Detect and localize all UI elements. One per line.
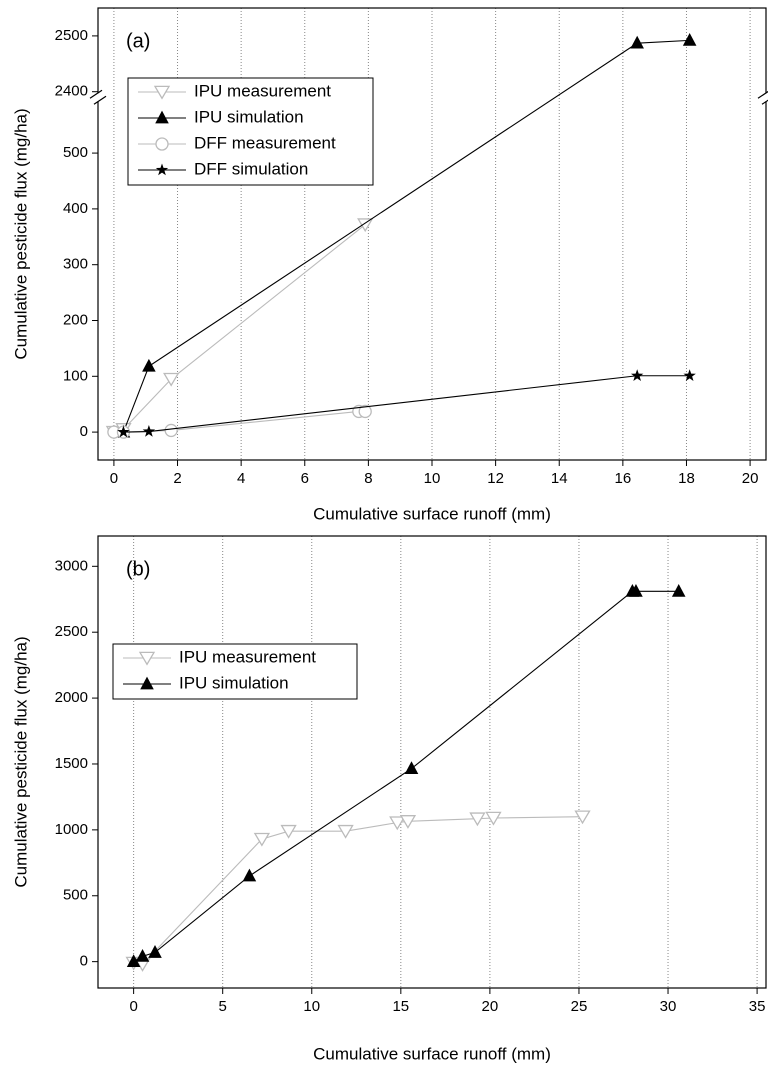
- legend-box: [127, 77, 374, 186]
- y-tick-label: 2500: [55, 623, 88, 640]
- legend-marker: [153, 85, 171, 100]
- x-axis-title: Cumulative surface runoff (mm): [313, 1044, 551, 1063]
- marker: [630, 35, 644, 49]
- y-tick-label: 1500: [55, 755, 88, 772]
- series-line: [133, 816, 583, 965]
- marker: [682, 32, 697, 46]
- series-line: [123, 375, 690, 433]
- marker: [148, 945, 162, 958]
- legend-marker: [155, 163, 169, 176]
- x-tick-label: 15: [392, 998, 409, 1015]
- series-line: [113, 224, 366, 433]
- legend-marker: [155, 110, 169, 124]
- marker: [389, 816, 406, 831]
- x-tick-label: 8: [364, 470, 372, 487]
- x-tick-label: 20: [482, 998, 499, 1015]
- y-tick-label: 500: [63, 144, 88, 161]
- marker: [164, 423, 178, 438]
- y-tick-label: 500: [63, 887, 88, 904]
- x-tick-label: 10: [424, 470, 441, 487]
- marker: [671, 583, 686, 597]
- legend-label: IPU measurement: [179, 647, 316, 666]
- y-tick-label: 2500: [55, 27, 88, 44]
- x-tick-label: 5: [219, 998, 227, 1015]
- marker: [337, 824, 354, 839]
- x-tick-label: 2: [173, 470, 181, 487]
- axis-break: [757, 90, 768, 99]
- legend-marker: [140, 676, 154, 690]
- axis-break: [93, 95, 107, 105]
- panel-label: (a): [126, 30, 150, 52]
- y-tick-label: 100: [63, 367, 88, 384]
- x-tick-label: 25: [571, 998, 588, 1015]
- y-tick-label: 2400: [55, 83, 88, 100]
- marker: [117, 425, 130, 438]
- legend-label: IPU measurement: [194, 81, 331, 100]
- x-tick-label: 4: [237, 470, 245, 487]
- legend-label: DFF simulation: [194, 159, 308, 178]
- marker: [135, 949, 150, 962]
- x-tick-label: 10: [303, 998, 320, 1015]
- marker: [629, 583, 643, 597]
- series-line: [122, 39, 690, 433]
- x-axis-title: Cumulative surface runoff (mm): [313, 504, 551, 523]
- y-axis-title: Cumulative pesticide flux (mg/ha): [11, 636, 30, 887]
- marker: [404, 761, 419, 774]
- series-line: [113, 410, 366, 433]
- marker: [358, 404, 372, 419]
- marker: [574, 810, 591, 825]
- x-tick-label: 0: [129, 998, 137, 1015]
- plot-frame: [97, 7, 767, 461]
- x-tick-label: 12: [487, 470, 504, 487]
- x-tick-label: 20: [742, 470, 759, 487]
- marker: [683, 369, 696, 381]
- y-tick-label: 400: [63, 200, 88, 217]
- legend-marker: [155, 137, 169, 151]
- x-tick-label: 35: [749, 998, 766, 1015]
- legend-label: IPU simulation: [179, 673, 289, 692]
- legend-label: DFF measurement: [194, 133, 336, 152]
- x-tick-label: 14: [551, 470, 568, 487]
- axis-break: [758, 93, 768, 102]
- axis-break: [761, 99, 768, 105]
- legend-label: IPU simulation: [194, 107, 304, 126]
- x-tick-label: 30: [660, 998, 677, 1015]
- plot-frame: [97, 535, 767, 989]
- axis-break: [89, 89, 103, 99]
- legend-marker: [138, 651, 156, 666]
- y-axis-title: Cumulative pesticide flux (mg/ha): [11, 108, 30, 359]
- x-tick-label: 18: [678, 470, 695, 487]
- axis-break: [90, 93, 106, 102]
- marker: [469, 812, 486, 827]
- marker: [253, 832, 271, 847]
- x-tick-label: 16: [615, 470, 632, 487]
- panel-label: (b): [126, 558, 150, 580]
- marker: [630, 369, 644, 381]
- x-tick-label: 6: [301, 470, 309, 487]
- y-tick-label: 300: [63, 256, 88, 273]
- marker: [242, 868, 257, 882]
- marker: [142, 358, 156, 372]
- marker: [142, 425, 156, 437]
- y-tick-label: 0: [80, 953, 88, 970]
- y-tick-label: 0: [80, 423, 88, 440]
- marker: [485, 811, 502, 826]
- y-tick-label: 200: [63, 311, 88, 328]
- marker: [280, 824, 297, 839]
- y-tick-label: 3000: [55, 557, 88, 574]
- y-tick-label: 1000: [55, 821, 88, 838]
- marker: [163, 372, 180, 387]
- y-tick-label: 2000: [55, 689, 88, 706]
- marker: [399, 815, 417, 829]
- x-tick-label: 0: [110, 470, 118, 487]
